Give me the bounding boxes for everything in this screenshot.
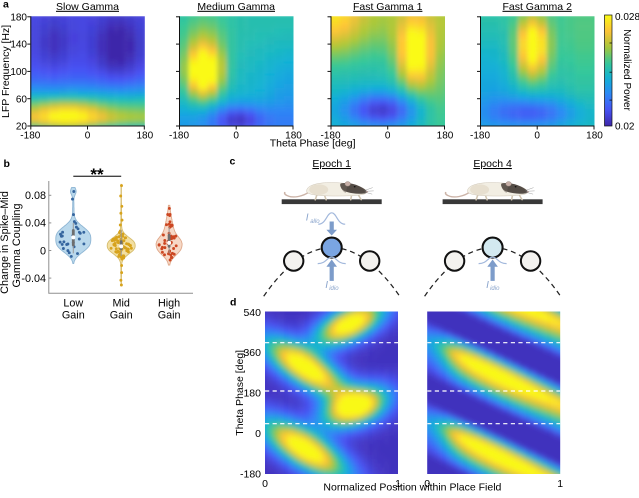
svg-text:-180: -180 <box>20 130 40 141</box>
svg-text:Change in Spike–Mid: Change in Spike–Mid <box>0 191 11 294</box>
svg-text:Epoch 4: Epoch 4 <box>473 158 512 170</box>
svg-text:0: 0 <box>255 428 261 440</box>
svg-text:I: I <box>486 280 489 291</box>
svg-text:Epoch 1: Epoch 1 <box>312 158 351 170</box>
svg-text:idio: idio <box>329 286 339 292</box>
svg-text:Normalized Position within Pla: Normalized Position within Place Field <box>323 482 501 494</box>
svg-text:Fast Gamma 1: Fast Gamma 1 <box>353 1 423 13</box>
svg-text:180: 180 <box>136 130 153 141</box>
svg-text:I: I <box>306 213 309 224</box>
svg-text:Slow Gamma: Slow Gamma <box>56 1 119 13</box>
svg-text:140: 140 <box>10 40 27 51</box>
svg-text:Gain: Gain <box>62 310 85 322</box>
svg-text:Medium Gamma: Medium Gamma <box>197 1 275 13</box>
svg-text:Mid: Mid <box>112 298 129 310</box>
svg-text:Gain: Gain <box>158 310 181 322</box>
svg-text:0: 0 <box>534 130 540 141</box>
svg-text:0: 0 <box>424 478 430 490</box>
svg-text:1: 1 <box>395 478 401 490</box>
svg-text:180: 180 <box>285 130 302 141</box>
svg-text:1: 1 <box>557 478 563 490</box>
svg-text:High: High <box>158 298 180 310</box>
svg-text:540: 540 <box>243 307 261 319</box>
svg-text:a: a <box>3 0 9 11</box>
svg-text:-180: -180 <box>169 130 189 141</box>
svg-text:b: b <box>4 158 10 170</box>
svg-text:180: 180 <box>586 130 603 141</box>
svg-text:-180: -180 <box>240 468 261 480</box>
svg-text:d: d <box>230 297 236 309</box>
svg-text:**: ** <box>90 165 104 184</box>
svg-text:180: 180 <box>10 12 27 23</box>
svg-text:allo: allo <box>310 219 320 225</box>
svg-text:0.04: 0.04 <box>25 218 46 230</box>
svg-text:180: 180 <box>437 130 454 141</box>
svg-text:I: I <box>325 280 328 291</box>
svg-text:0: 0 <box>385 130 391 141</box>
svg-text:0: 0 <box>262 478 268 490</box>
svg-text:c: c <box>230 156 236 168</box>
svg-text:Low: Low <box>63 298 83 310</box>
svg-text:180: 180 <box>243 388 261 400</box>
svg-text:0: 0 <box>40 245 46 257</box>
svg-text:-180: -180 <box>320 130 340 141</box>
svg-text:Gain: Gain <box>110 310 133 322</box>
svg-text:60: 60 <box>16 94 28 105</box>
svg-text:idio: idio <box>490 286 500 292</box>
svg-text:20: 20 <box>16 122 28 133</box>
svg-text:0.08: 0.08 <box>25 190 46 202</box>
svg-text:0: 0 <box>85 130 91 141</box>
svg-text:-180: -180 <box>470 130 490 141</box>
svg-text:100: 100 <box>10 67 27 78</box>
svg-text:Fast Gamma 2: Fast Gamma 2 <box>502 1 572 13</box>
svg-text:0: 0 <box>233 130 239 141</box>
svg-text:0.02: 0.02 <box>615 122 635 133</box>
svg-text:LFP Frequency [Hz]: LFP Frequency [Hz] <box>0 25 12 118</box>
svg-text:Gamma Coupling: Gamma Coupling <box>11 203 23 287</box>
svg-text:360: 360 <box>243 347 261 359</box>
svg-text:0.028: 0.028 <box>615 12 639 23</box>
svg-text:-0.04: -0.04 <box>21 273 46 285</box>
svg-text:Theta Phase [deg]: Theta Phase [deg] <box>234 350 246 436</box>
svg-text:Normalized Power: Normalized Power <box>621 29 632 111</box>
svg-text:Theta Phase [deg]: Theta Phase [deg] <box>270 138 356 150</box>
